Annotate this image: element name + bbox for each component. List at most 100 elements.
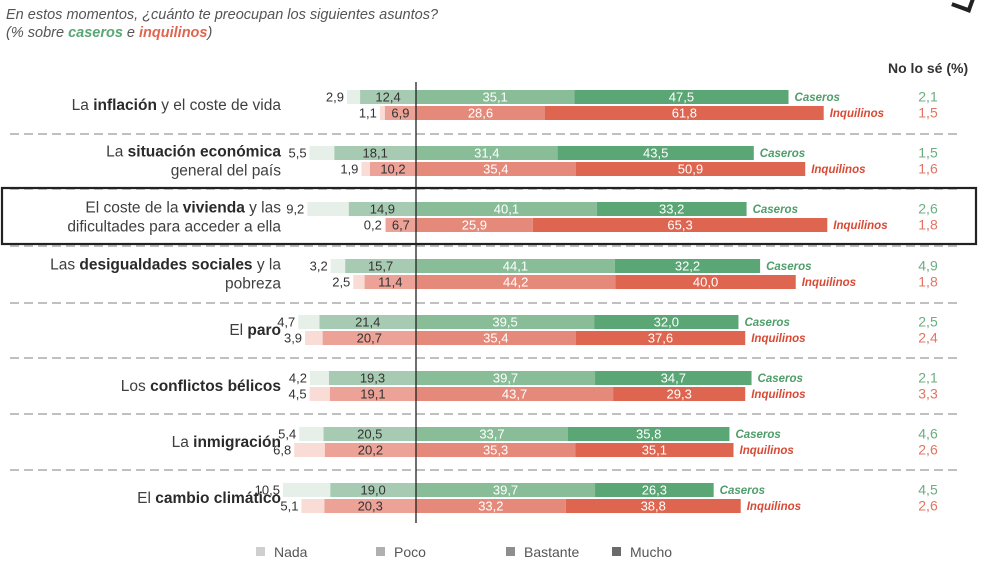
inquilinos-bar-bastante — [416, 499, 566, 513]
category-label: La inflación y el coste de vida — [72, 97, 282, 114]
inquilinos-bar-poco — [369, 162, 416, 176]
caseros-bar-poco — [334, 146, 416, 160]
category-label-bold: cambio climático — [155, 490, 281, 507]
inquilinos-series-label: Inquilinos — [747, 501, 801, 513]
chart-title: En estos momentos, ¿cuánto te preocupan … — [6, 6, 438, 42]
inquilinos-value-nolose: 1,8 — [918, 274, 938, 290]
inquilinos-bar-bastante — [416, 275, 616, 289]
caseros-series-label: Caseros — [760, 148, 805, 160]
caseros-bar-poco — [323, 427, 416, 441]
caseros-series-label: Caseros — [735, 429, 780, 441]
legend-label-nada: Nada — [274, 544, 308, 560]
category-label-part: y el coste de vida — [157, 97, 281, 114]
inquilinos-value-nolose: 1,8 — [918, 217, 938, 233]
inquilinos-value-nada: 4,5 — [288, 387, 306, 402]
caseros-bar-bastante — [416, 90, 575, 104]
caseros-value-mucho: 32,2 — [675, 259, 700, 274]
legend-label-mucho: Mucho — [630, 544, 673, 560]
inquilinos-bar-mucho — [613, 387, 746, 401]
inquilinos-value-bastante: 43,7 — [502, 387, 527, 402]
category-label: El coste de la vivienda y las — [85, 200, 281, 217]
caseros-bar-nada — [282, 483, 331, 497]
inquilinos-bar-poco — [364, 275, 416, 289]
inquilinos-bar-nada — [294, 443, 325, 457]
inquilinos-value-nolose: 2,6 — [918, 498, 938, 514]
inquilinos-series-label: Inquilinos — [833, 220, 887, 232]
inquilinos-bar-poco — [324, 443, 416, 457]
category-label-bold: inmigración — [193, 434, 281, 451]
category-label-bold: situación económica — [128, 144, 282, 161]
inquilinos-bar-nada — [305, 331, 323, 345]
caseros-bar-mucho — [595, 371, 752, 385]
category-label-part: dificultades para acceder a ella — [67, 219, 281, 236]
category-label: El paro — [229, 322, 281, 339]
caseros-value-nada: 5,5 — [288, 146, 306, 161]
inquilinos-series-label: Inquilinos — [830, 108, 884, 120]
category-label-part: Los — [121, 378, 150, 395]
inquilinos-value-nolose: 1,6 — [918, 161, 938, 177]
legend: Nada Poco Bastante Mucho — [0, 544, 1000, 562]
inquilinos-value-nolose: 3,3 — [918, 386, 938, 402]
inquilinos-value-bastante: 33,2 — [478, 499, 503, 514]
legend-label-poco: Poco — [394, 544, 426, 560]
inquilinos-value-bastante: 28,6 — [468, 106, 493, 121]
inquilinos-series-label: Inquilinos — [802, 277, 856, 289]
inquilinos-value-mucho: 50,9 — [678, 162, 703, 177]
caseros-series-label: Caseros — [795, 92, 840, 104]
inquilinos-value-poco: 6,7 — [392, 218, 410, 233]
caseros-bar-poco — [319, 315, 416, 329]
inquilinos-value-mucho: 61,8 — [672, 106, 697, 121]
legend-swatch-mucho — [612, 547, 621, 556]
caseros-value-nada: 5,4 — [278, 427, 296, 442]
inquilinos-series-label: Inquilinos — [751, 389, 805, 401]
caseros-series-label: Caseros — [720, 485, 765, 497]
caseros-value-poco: 20,5 — [357, 427, 382, 442]
inquilinos-value-poco: 11,4 — [378, 275, 402, 290]
caseros-bar-mucho — [594, 315, 739, 329]
inquilinos-value-mucho: 35,1 — [642, 443, 667, 458]
caseros-value-bastante: 39,7 — [493, 371, 518, 386]
category-label-part: Las — [50, 257, 79, 274]
title-mid: e — [122, 25, 140, 41]
caseros-value-bastante: 39,5 — [492, 315, 517, 330]
inquilinos-bar-bastante — [416, 106, 545, 120]
caseros-series-label: Caseros — [744, 317, 789, 329]
caseros-bar-bastante — [416, 202, 597, 216]
caseros-value-mucho: 34,7 — [661, 371, 686, 386]
inquilinos-value-nada: 5,1 — [280, 499, 298, 514]
inquilinos-bar-mucho — [575, 331, 746, 345]
caseros-value-poco: 15,7 — [368, 259, 393, 274]
category-label-bold: vivienda — [183, 200, 245, 217]
caseros-value-mucho: 47,5 — [669, 90, 694, 105]
caseros-value-mucho: 26,3 — [642, 483, 667, 498]
caseros-bar-bastante — [416, 483, 596, 497]
caseros-value-nolose: 2,5 — [918, 314, 938, 330]
caseros-bar-nada — [307, 202, 349, 216]
category-label-bold: inflación — [93, 97, 157, 114]
caseros-value-poco: 21,4 — [355, 315, 380, 330]
inquilinos-bar-poco — [329, 387, 416, 401]
category-label-part: general del país — [171, 163, 282, 180]
category-label-part: El — [137, 490, 155, 507]
inquilinos-value-poco: 6,9 — [391, 106, 409, 121]
caseros-bar-poco — [348, 202, 416, 216]
inquilinos-bar-mucho — [544, 106, 824, 120]
inquilinos-value-poco: 20,3 — [358, 499, 383, 514]
caseros-series-label: Caseros — [766, 261, 811, 273]
caseros-bar-mucho — [557, 146, 754, 160]
caseros-value-nolose: 4,6 — [918, 426, 938, 442]
inquilinos-bar-nada — [309, 387, 330, 401]
caseros-value-nolose: 2,1 — [918, 89, 938, 105]
legend-label-bastante: Bastante — [524, 544, 580, 560]
caseros-bar-bastante — [416, 371, 596, 385]
category-label-part: El — [229, 322, 247, 339]
caseros-bar-mucho — [574, 90, 789, 104]
category-label-part: y la — [253, 257, 282, 274]
inquilinos-value-nada: 3,9 — [284, 331, 302, 346]
category-label-bold: desigualdades sociales — [79, 257, 252, 274]
category-label-bold: paro — [247, 322, 281, 339]
caseros-value-poco: 18,1 — [363, 146, 388, 161]
inquilinos-bar-mucho — [532, 218, 828, 232]
inquilinos-value-bastante: 35,4 — [483, 331, 508, 346]
